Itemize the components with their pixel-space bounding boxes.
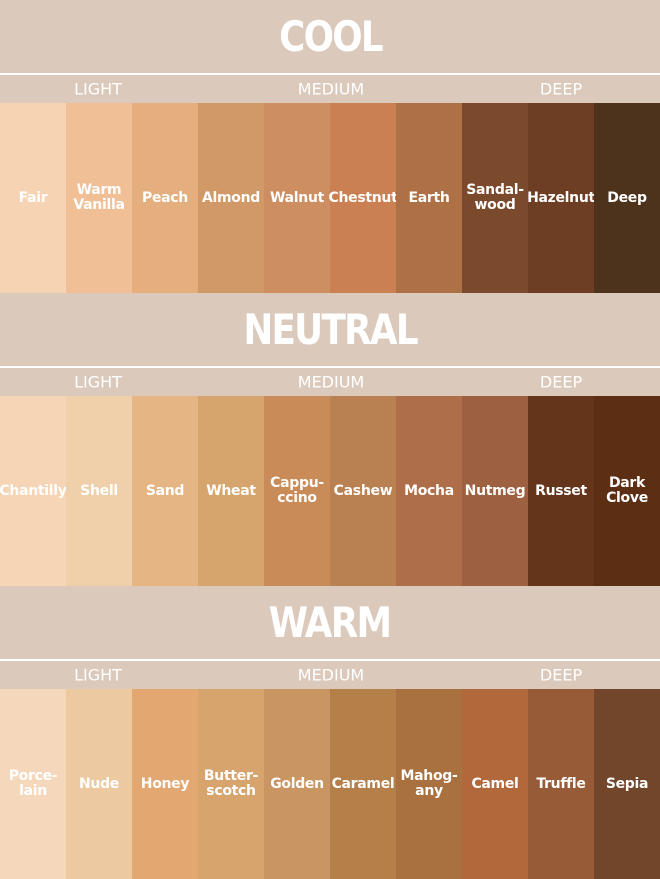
- swatch-name: Vanilla: [73, 197, 125, 213]
- swatch-name: Hazelnut: [527, 189, 595, 206]
- swatch-name: Nutmeg: [464, 482, 526, 499]
- swatch: Fair: [0, 103, 66, 293]
- swatch: Cappu-ccino: [264, 396, 330, 586]
- title-text: NEUTRAL: [243, 305, 418, 354]
- range-bar: LIGHT MEDIUM DEEP: [0, 661, 660, 689]
- swatch-row: Porce-lain Nude Honey Butter-scotch Golden Ca…: [0, 689, 660, 879]
- swatch-name: Nude: [78, 775, 119, 792]
- swatch-name: Porce-: [8, 768, 58, 784]
- swatch: Hazelnut: [527, 103, 595, 293]
- range-label: MEDIUM: [297, 79, 365, 99]
- swatch: Almond: [198, 103, 264, 293]
- swatch: Sand: [132, 396, 198, 586]
- swatch: Warm Vanilla: [66, 103, 132, 293]
- swatch: Nutmeg: [462, 396, 528, 586]
- swatch-name: Chantilly: [0, 482, 67, 499]
- section-title: COOL: [0, 0, 660, 73]
- swatch: Nude: [66, 689, 132, 879]
- range-label: MEDIUM: [297, 665, 365, 685]
- swatch-name: any: [415, 783, 443, 799]
- section: COOL LIGHT MEDIUM DEEP Fair Warm Vanilla Peach A…: [0, 0, 660, 293]
- swatch: Cashew: [330, 396, 396, 586]
- range-label: DEEP: [539, 79, 583, 99]
- swatch: Wheat: [198, 396, 264, 586]
- swatch: Truffle: [528, 689, 594, 879]
- swatch-name: scotch: [206, 783, 256, 799]
- section: NEUTRAL LIGHT MEDIUM DEEP Chantilly Shell Sand…: [0, 293, 660, 586]
- swatch-name: Sepia: [605, 775, 649, 792]
- title-text: COOL: [278, 12, 384, 61]
- range-label: DEEP: [539, 665, 583, 685]
- swatch-name: Mahog-: [400, 768, 458, 784]
- swatch: Chantilly: [0, 396, 67, 586]
- swatch: Russet: [528, 396, 594, 586]
- swatch-name: Almond: [201, 189, 261, 206]
- swatch-row: Chantilly Shell Sand Wheat Cappu-ccino Cashew…: [0, 396, 660, 586]
- swatch-name: Golden: [270, 775, 324, 792]
- swatch-name: lain: [19, 783, 47, 799]
- swatch-name: Russet: [535, 482, 587, 499]
- swatch: Mocha: [396, 396, 462, 586]
- swatch: Sepia: [594, 689, 660, 879]
- swatch: Walnut: [264, 103, 330, 293]
- swatch: Golden: [264, 689, 330, 879]
- swatch-name: Clove: [606, 490, 648, 506]
- swatch: Chestnut: [328, 103, 398, 293]
- swatch-name: Caramel: [331, 775, 395, 792]
- swatch-name: Chestnut: [328, 189, 398, 206]
- section-title: NEUTRAL: [0, 293, 660, 366]
- swatch-name: Sandal-: [466, 182, 524, 198]
- swatch: Honey: [132, 689, 198, 879]
- swatch-name: Honey: [140, 775, 190, 792]
- range-bar: LIGHT MEDIUM DEEP: [0, 368, 660, 396]
- swatch: Porce-lain: [0, 689, 66, 879]
- swatch: Shell: [66, 396, 132, 586]
- swatch-name: Warm: [76, 182, 122, 198]
- swatch: Dark Clove: [594, 396, 660, 586]
- swatch-name: Fair: [18, 189, 48, 206]
- swatch: Butter-scotch: [198, 689, 264, 879]
- section-title: WARM: [0, 586, 660, 659]
- swatch-name: Walnut: [269, 189, 324, 206]
- swatch-name: Earth: [408, 189, 450, 206]
- swatch-name: Wheat: [206, 482, 256, 499]
- swatch: Peach: [132, 103, 198, 293]
- swatch-name: Butter-: [203, 768, 259, 784]
- range-bar: LIGHT MEDIUM DEEP: [0, 75, 660, 103]
- title-text: WARM: [269, 598, 392, 647]
- swatch: Deep: [594, 103, 660, 293]
- swatch-name: Dark: [608, 475, 646, 491]
- swatch: Earth: [396, 103, 462, 293]
- swatch-name: Cappu-: [270, 475, 324, 491]
- swatch-name: Shell: [80, 482, 118, 499]
- swatch: Mahog-any: [396, 689, 462, 879]
- swatch-name: Camel: [471, 775, 519, 792]
- section: WARM LIGHT MEDIUM DEEP Porce-lain Nude Honey Bu…: [0, 586, 660, 879]
- range-label: LIGHT: [74, 79, 122, 99]
- swatch-name: ccino: [277, 490, 317, 506]
- swatch-name: Mocha: [404, 482, 454, 499]
- swatch: Sandal-wood: [462, 103, 528, 293]
- swatch: Caramel: [330, 689, 396, 879]
- swatch-name: Cashew: [333, 482, 393, 499]
- swatch-name: Truffle: [536, 775, 586, 792]
- swatch-name: Peach: [142, 189, 188, 206]
- range-label: LIGHT: [74, 372, 122, 392]
- swatch-name: wood: [474, 197, 516, 213]
- swatch-name: Sand: [145, 482, 185, 499]
- range-label: MEDIUM: [297, 372, 365, 392]
- range-label: DEEP: [539, 372, 583, 392]
- swatch-row: Fair Warm Vanilla Peach Almond Walnut Chestnut…: [0, 103, 660, 293]
- swatch-name: Deep: [607, 189, 647, 206]
- swatch: Camel: [462, 689, 528, 879]
- range-label: LIGHT: [74, 665, 122, 685]
